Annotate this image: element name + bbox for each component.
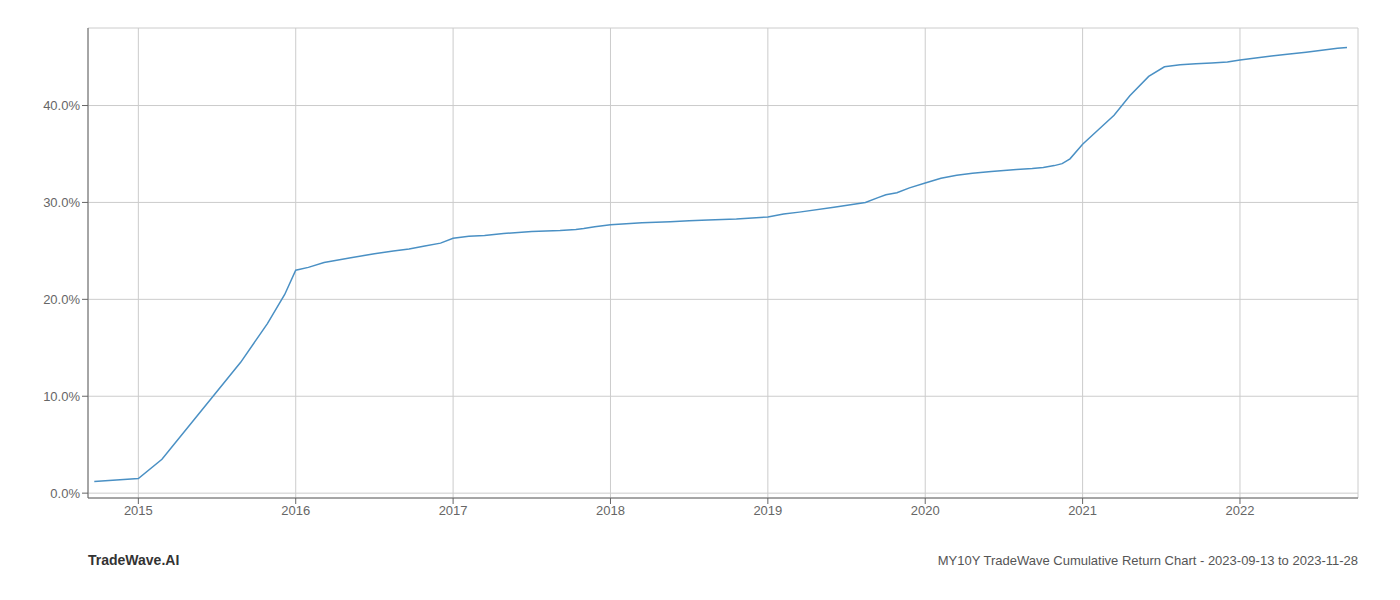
svg-text:40.0%: 40.0% xyxy=(43,98,80,113)
svg-text:0.0%: 0.0% xyxy=(50,486,80,501)
svg-text:2016: 2016 xyxy=(281,503,310,518)
svg-text:30.0%: 30.0% xyxy=(43,195,80,210)
html-text:TradeWave.AI: TradeWave.AI xyxy=(88,552,180,568)
svg-text:10.0%: 10.0% xyxy=(43,389,80,404)
svg-text:20.0%: 20.0% xyxy=(43,292,80,307)
html-text:MY10Y TradeWave Cumulative Ret: MY10Y TradeWave Cumulative Return Chart … xyxy=(937,553,1358,568)
svg-text:2022: 2022 xyxy=(1226,503,1255,518)
svg-text:2018: 2018 xyxy=(596,503,625,518)
svg-text:2020: 2020 xyxy=(911,503,940,518)
svg-text:2017: 2017 xyxy=(439,503,468,518)
svg-text:2021: 2021 xyxy=(1068,503,1097,518)
svg-text:2019: 2019 xyxy=(753,503,782,518)
svg-text:2015: 2015 xyxy=(124,503,153,518)
